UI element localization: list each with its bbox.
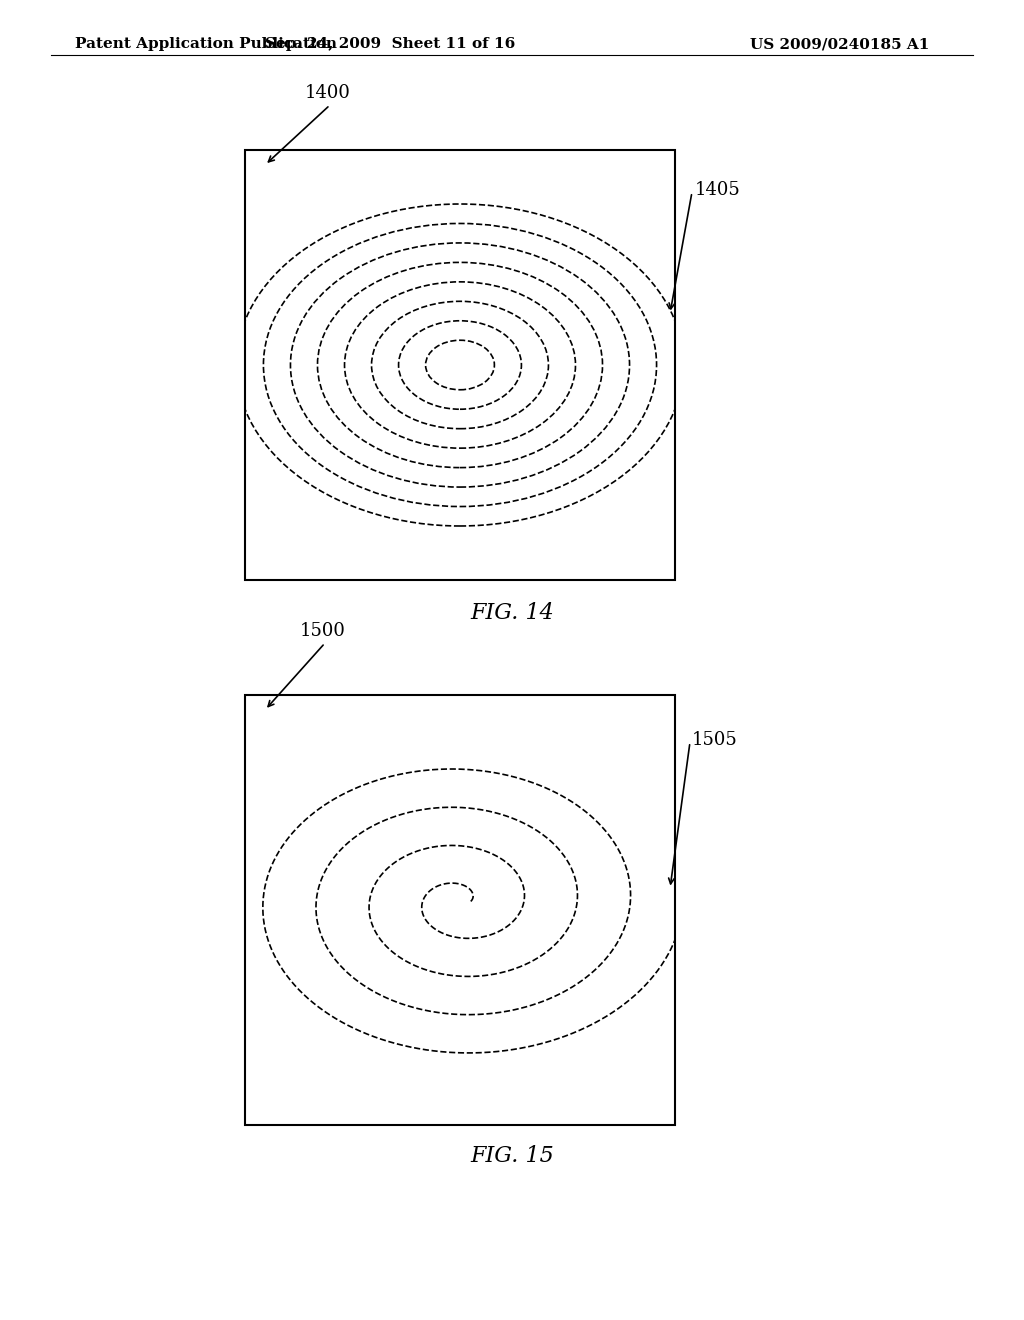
Bar <box>245 696 675 1125</box>
Text: FIG. 15: FIG. 15 <box>470 1144 554 1167</box>
Text: Sep. 24, 2009  Sheet 11 of 16: Sep. 24, 2009 Sheet 11 of 16 <box>265 37 515 51</box>
Text: 1505: 1505 <box>692 731 737 748</box>
Text: 1400: 1400 <box>305 84 351 102</box>
Text: FIG. 14: FIG. 14 <box>470 602 554 624</box>
Bar <box>245 150 675 579</box>
Bar <box>245 150 675 579</box>
Text: 1405: 1405 <box>695 181 740 199</box>
Bar <box>245 696 675 1125</box>
Text: 1500: 1500 <box>300 622 346 640</box>
Text: Patent Application Publication: Patent Application Publication <box>75 37 337 51</box>
Text: US 2009/0240185 A1: US 2009/0240185 A1 <box>750 37 930 51</box>
